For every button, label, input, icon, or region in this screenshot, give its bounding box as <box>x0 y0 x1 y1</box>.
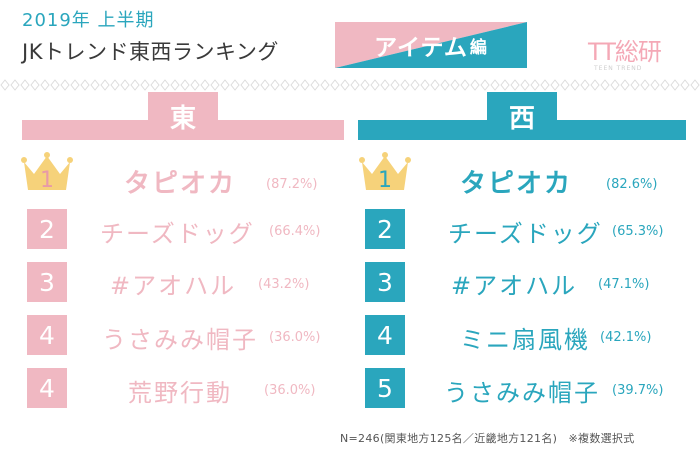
diamond-divider <box>0 78 700 92</box>
ranking-percent: (43.2%) <box>258 277 310 292</box>
rank-badge: 5 <box>365 368 405 408</box>
rank-badge: 4 <box>27 368 67 408</box>
ranking-percent: (39.7%) <box>612 383 664 398</box>
ranking-item: うさみみ帽子 <box>102 326 258 354</box>
brand-logo: TT総研 TEEN TREND <box>588 32 680 72</box>
crown-icon: 1 <box>358 150 412 194</box>
ranking-item: チーズドッグ <box>448 220 603 248</box>
rank-badge: 4 <box>27 315 67 355</box>
ranking-item: タピオカ <box>124 169 237 199</box>
rank-badge: 2 <box>365 209 405 249</box>
badge-label: アイテム <box>374 35 468 61</box>
ranking-item: ミニ扇風機 <box>460 326 590 354</box>
rank-badge: 4 <box>365 315 405 355</box>
ranking-item: うさみみ帽子 <box>444 379 600 407</box>
ranking-percent: (66.4%) <box>269 224 321 239</box>
category-badge: アイテム編 <box>335 22 527 68</box>
rank-number: 1 <box>40 168 54 193</box>
title-year: 2019年 <box>22 10 91 31</box>
ranking-item: #アオハル <box>451 272 578 300</box>
survey-footnote: N=246(関東地方125名／近畿地方121名) ※複数選択式 <box>340 432 635 445</box>
ranking-item: タピオカ <box>460 169 573 199</box>
title-half: 上半期 <box>97 10 155 31</box>
ranking-percent: (42.1%) <box>600 330 652 345</box>
rank-number: 1 <box>378 168 392 193</box>
ranking-percent: (87.2%) <box>266 177 318 192</box>
logo-subtext: TEEN TREND <box>594 65 643 72</box>
badge-sublabel: 編 <box>469 37 488 58</box>
ranking-item: #アオハル <box>110 272 237 300</box>
ranking-percent: (65.3%) <box>612 224 664 239</box>
ranking-item: 荒野行動 <box>128 379 232 407</box>
rank-badge: 3 <box>27 262 67 302</box>
page-title: JKトレンド東西ランキング <box>22 40 279 64</box>
rank-badge: 2 <box>27 209 67 249</box>
east-header-label: 東 <box>148 92 218 140</box>
rank-badge: 3 <box>365 262 405 302</box>
ranking-item: チーズドッグ <box>100 220 255 248</box>
title-year-line: 2019年 上半期 <box>22 6 155 32</box>
ranking-percent: (82.6%) <box>606 177 658 192</box>
ranking-percent: (36.0%) <box>264 383 316 398</box>
ranking-percent: (36.0%) <box>269 330 321 345</box>
logo-text: TT総研 <box>588 38 662 66</box>
west-header-label: 西 <box>487 92 557 140</box>
crown-icon: 1 <box>20 150 74 194</box>
ranking-percent: (47.1%) <box>598 277 650 292</box>
